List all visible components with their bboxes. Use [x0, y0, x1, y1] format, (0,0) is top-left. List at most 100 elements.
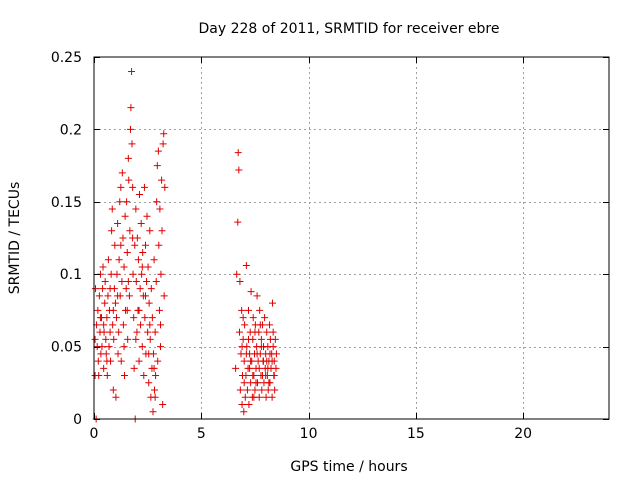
x-axis-title: GPS time / hours: [290, 459, 407, 475]
data-point: [116, 198, 124, 206]
x-tick-label: 0: [90, 426, 99, 442]
data-point: [243, 386, 251, 394]
data-point: [125, 176, 133, 184]
data-point: [126, 125, 134, 133]
data-point: [150, 364, 158, 372]
data-point: [96, 314, 104, 322]
data-point: [268, 393, 276, 401]
data-point: [146, 335, 154, 343]
data-point: [238, 343, 246, 351]
data-point: [120, 372, 128, 380]
data-point: [122, 285, 130, 293]
data-points: [91, 67, 280, 423]
data-point: [265, 379, 273, 387]
data-point: [134, 256, 142, 264]
data-point: [240, 357, 248, 365]
data-point: [100, 364, 108, 372]
data-point: [245, 335, 252, 343]
data-point: [117, 241, 125, 249]
data-point: [99, 285, 107, 293]
data-point: [148, 314, 156, 322]
data-point: [140, 183, 148, 191]
y-tick-label: 0: [73, 412, 82, 428]
data-point: [130, 314, 138, 322]
y-tick-label: 0.2: [60, 122, 82, 138]
data-point: [151, 393, 159, 401]
data-point: [153, 198, 161, 206]
data-point: [117, 183, 125, 191]
y-tick-label: 0.05: [51, 340, 82, 356]
data-point: [124, 154, 132, 162]
data-point: [100, 328, 108, 336]
data-point: [124, 277, 132, 285]
data-point: [262, 393, 270, 401]
data-point: [123, 198, 131, 206]
data-point: [117, 357, 125, 365]
data-point: [118, 169, 126, 177]
data-point: [123, 306, 131, 314]
data-point: [101, 299, 109, 307]
data-point: [251, 328, 259, 336]
data-point: [143, 212, 151, 220]
data-point: [157, 343, 165, 351]
chart-title: Day 228 of 2011, SRMTID for receiver ebr…: [199, 21, 500, 37]
data-point: [261, 314, 269, 322]
data-point: [140, 372, 148, 380]
data-point: [119, 321, 127, 329]
data-point: [124, 335, 132, 343]
data-point: [138, 263, 146, 271]
data-point: [240, 379, 248, 387]
data-point: [103, 372, 111, 380]
data-point: [94, 306, 102, 314]
data-point: [114, 292, 122, 300]
data-point: [111, 299, 119, 307]
data-point: [108, 205, 116, 213]
data-point: [257, 343, 265, 351]
data-point: [256, 321, 264, 329]
data-point: [252, 379, 260, 387]
data-point: [114, 350, 122, 358]
data-point: [119, 234, 127, 242]
data-point: [144, 328, 152, 336]
data-point: [249, 372, 257, 380]
data-point: [158, 176, 166, 184]
data-point: [155, 241, 163, 249]
data-point: [136, 285, 144, 293]
data-point: [272, 364, 280, 372]
data-point: [235, 328, 243, 336]
data-point: [126, 227, 134, 235]
y-axis-title: SRMTID / TECUs: [7, 182, 23, 295]
data-point: [104, 292, 112, 300]
data-point: [94, 357, 102, 365]
data-point: [234, 218, 242, 226]
data-point: [249, 314, 257, 322]
data-point: [101, 277, 109, 285]
data-point: [270, 372, 278, 380]
data-point: [133, 328, 141, 336]
data-point: [161, 183, 169, 191]
data-point: [269, 328, 277, 336]
data-point: [102, 335, 110, 343]
data-point: [110, 335, 118, 343]
data-point: [232, 364, 240, 372]
data-point: [151, 328, 159, 336]
data-point: [253, 292, 261, 300]
data-point: [235, 166, 243, 174]
data-point: [98, 343, 106, 351]
axis-ticks: 0 5 10 15 20 0 0.05 0.1 0.15 0.2 0.25: [51, 50, 609, 442]
data-point: [129, 234, 137, 242]
data-point: [127, 104, 135, 112]
data-point: [135, 191, 143, 199]
data-point: [105, 343, 113, 351]
data-point: [266, 350, 274, 358]
data-point: [145, 379, 153, 387]
data-point: [95, 292, 103, 300]
data-point: [250, 393, 258, 401]
x-tick-label: 20: [514, 426, 532, 442]
data-point: [106, 285, 114, 293]
data-point: [143, 277, 151, 285]
data-point: [120, 343, 128, 351]
data-point: [263, 357, 271, 365]
data-point: [157, 321, 165, 329]
